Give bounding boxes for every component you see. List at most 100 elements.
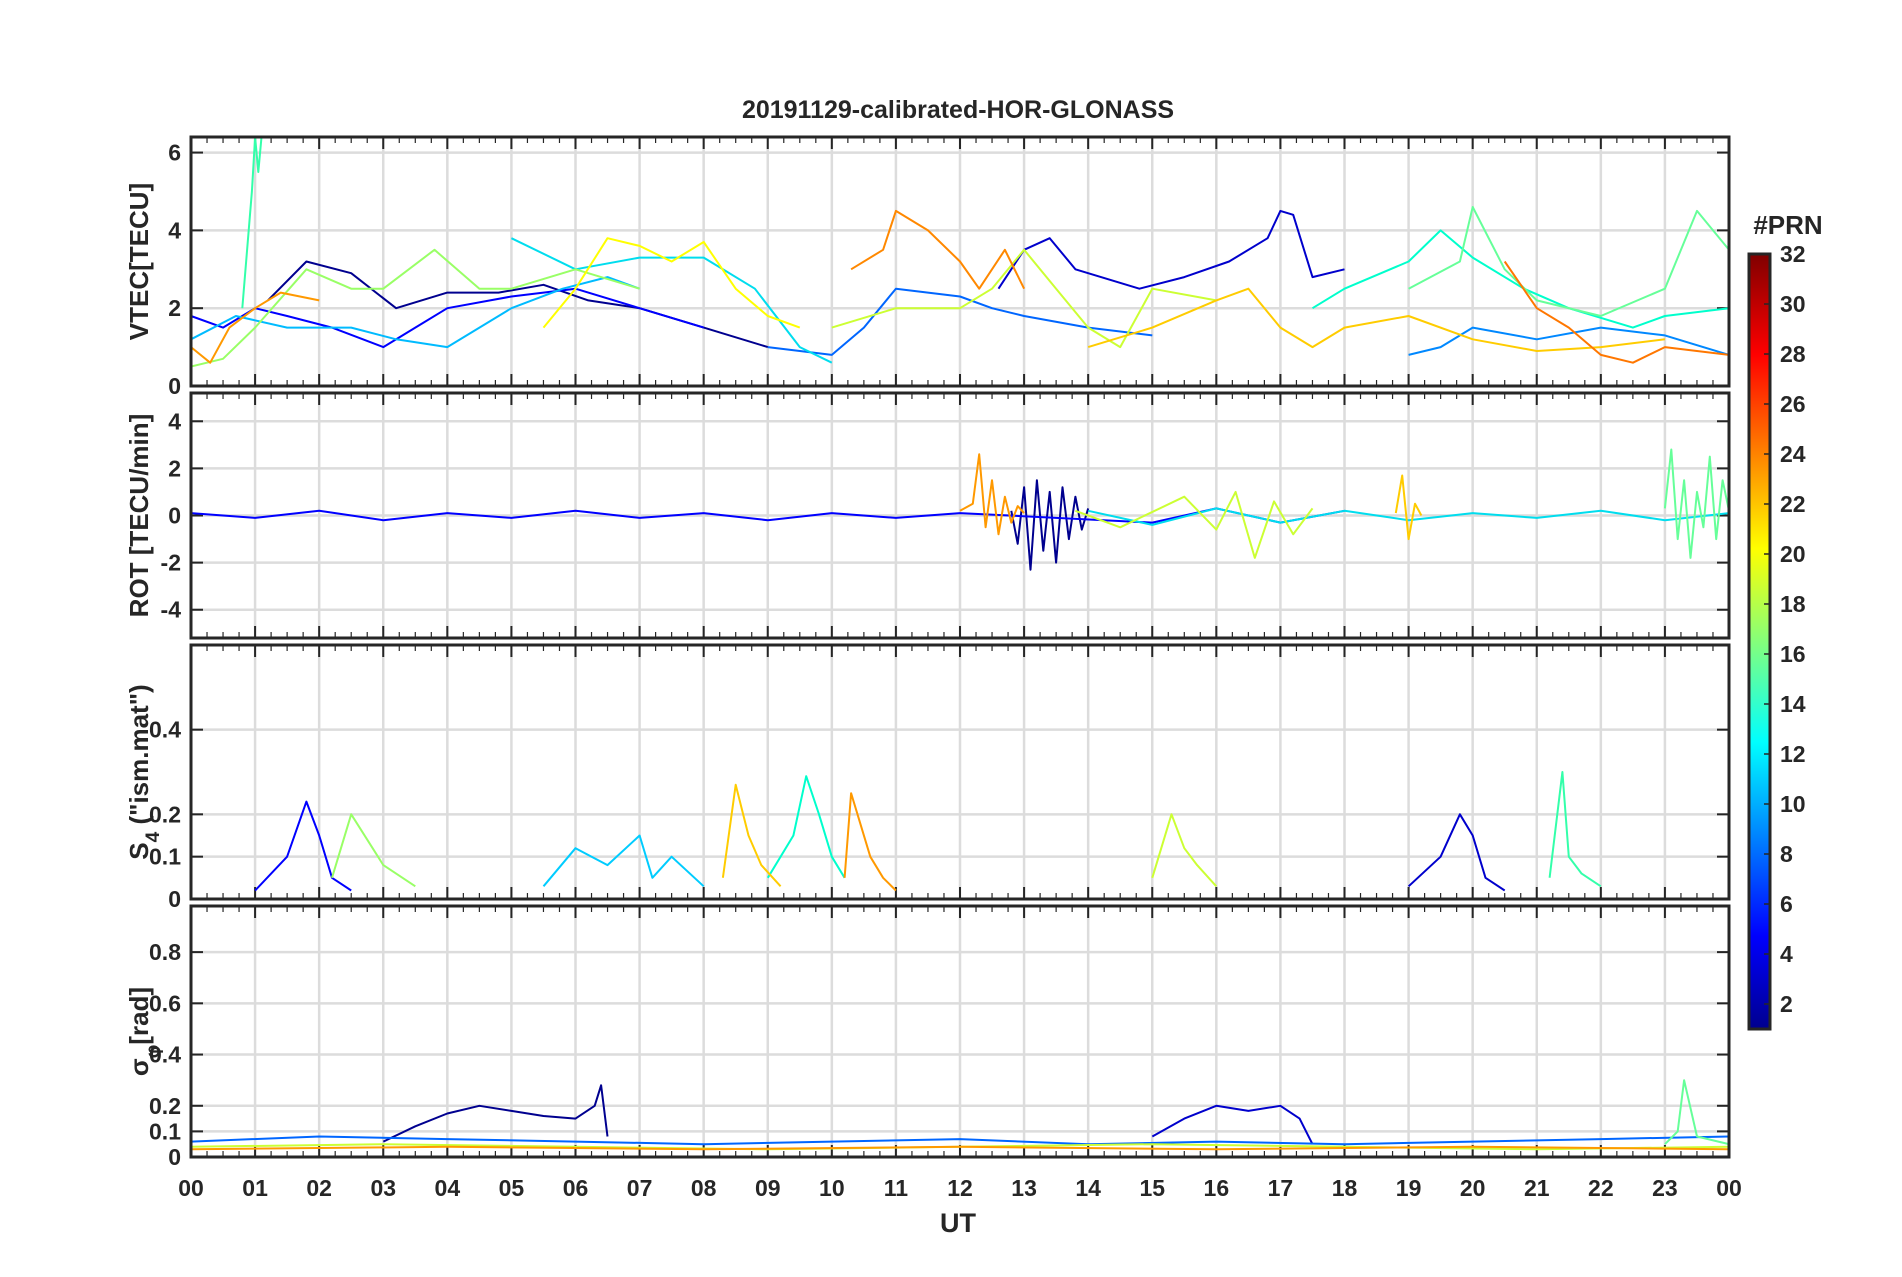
series-line bbox=[850, 209, 1025, 290]
series-line bbox=[1151, 813, 1218, 887]
x-tick-labels: 00 01 02 03 04 05 06 07 08 09 10 11 12 13 14 15 16 17 18 19… bbox=[178, 1175, 1742, 1201]
series-group bbox=[191, 137, 1729, 368]
series-line bbox=[191, 1145, 1729, 1151]
axes-frame bbox=[189, 904, 1731, 1159]
x-tick-label: 23 bbox=[1652, 1175, 1678, 1201]
series-line bbox=[241, 137, 263, 309]
series-group bbox=[191, 448, 1729, 571]
colorbar-tick-label: 6 bbox=[1780, 891, 1793, 917]
series-line bbox=[191, 1135, 1729, 1146]
x-tick-label: 04 bbox=[435, 1175, 461, 1201]
panel-s4: 0 0.1 0.2 0.4S4 ("ism.mat") bbox=[124, 643, 1731, 912]
x-axis-label: UT bbox=[940, 1208, 976, 1238]
colorbar-tick-label: 26 bbox=[1780, 391, 1806, 417]
y-axis-label: ROT [TECU/min] bbox=[124, 414, 154, 618]
series-line bbox=[1663, 448, 1729, 559]
x-tick-label: 12 bbox=[947, 1175, 973, 1201]
colorbar-tick-label: 2 bbox=[1780, 991, 1793, 1017]
colorbar-tick-label: 28 bbox=[1780, 341, 1806, 367]
x-tick-label: 17 bbox=[1268, 1175, 1294, 1201]
colorbar-tick-label: 16 bbox=[1780, 641, 1806, 667]
x-tick-label: 19 bbox=[1396, 1175, 1422, 1201]
series-line bbox=[542, 834, 705, 888]
colorbar-tick-label: 24 bbox=[1780, 441, 1806, 467]
series-line bbox=[1408, 206, 1729, 317]
y-tick-label: 0.6 bbox=[149, 990, 181, 1016]
x-tick-label: 11 bbox=[884, 1175, 909, 1201]
x-tick-label: 01 bbox=[242, 1175, 268, 1201]
axes-frame bbox=[189, 391, 1731, 640]
series-line bbox=[1664, 1079, 1729, 1146]
series-line bbox=[1151, 1104, 1314, 1145]
y-tick-label: 6 bbox=[168, 140, 181, 166]
series-line bbox=[191, 291, 320, 364]
series-line bbox=[331, 813, 416, 888]
panel-rot: -4 -2 0 2 4 ROT [TECU/min] bbox=[124, 391, 1731, 640]
x-tick-label: 00 bbox=[178, 1175, 204, 1201]
y-tick-label: 0 bbox=[168, 1144, 181, 1170]
colorbar-tick-label: 14 bbox=[1780, 691, 1806, 717]
x-tick-label: 03 bbox=[370, 1175, 396, 1201]
series-line bbox=[254, 800, 352, 892]
series-line bbox=[959, 453, 1025, 536]
x-tick-label: 21 bbox=[1524, 1175, 1550, 1201]
y-tick-label: 4 bbox=[168, 408, 181, 434]
series-line bbox=[767, 287, 1153, 356]
series-line bbox=[721, 783, 782, 887]
series-line bbox=[843, 792, 897, 892]
x-tick-label: 15 bbox=[1139, 1175, 1165, 1201]
series-line bbox=[1394, 474, 1423, 541]
colorbar-tick-label: 4 bbox=[1780, 941, 1793, 967]
colorbar-gradient bbox=[1747, 252, 1772, 1031]
y-tick-label: 0.4 bbox=[149, 1042, 181, 1068]
series-line bbox=[1087, 287, 1666, 352]
x-tick-label: 20 bbox=[1460, 1175, 1486, 1201]
y-tick-label: 0.1 bbox=[149, 1118, 181, 1144]
y-axis-label: VTEC[TECU] bbox=[124, 183, 154, 340]
x-tick-label: 06 bbox=[563, 1175, 589, 1201]
series-line bbox=[831, 248, 1217, 349]
series-line bbox=[542, 237, 801, 329]
series-line bbox=[1548, 771, 1602, 888]
series-line bbox=[191, 248, 640, 368]
y-tick-label: 0 bbox=[168, 503, 181, 529]
x-tick-label: 00 bbox=[1716, 1175, 1742, 1201]
series-line bbox=[1075, 490, 1314, 559]
x-tick-label: 14 bbox=[1075, 1175, 1101, 1201]
y-tick-label: 2 bbox=[168, 295, 181, 321]
x-tick-label: 02 bbox=[306, 1175, 332, 1201]
x-tick-label: 13 bbox=[1011, 1175, 1037, 1201]
colorbar-tick-label: 12 bbox=[1780, 741, 1806, 767]
series-line bbox=[382, 1084, 609, 1143]
colorbar-title: #PRN bbox=[1753, 210, 1822, 240]
x-tick-label: 09 bbox=[755, 1175, 781, 1201]
y-tick-label: 4 bbox=[168, 217, 181, 243]
y-axis-label: S4 ("ism.mat") bbox=[124, 684, 164, 859]
y-tick-label: 2 bbox=[168, 455, 181, 481]
series-group bbox=[191, 1079, 1729, 1151]
axes-frame bbox=[189, 643, 1731, 901]
x-tick-label: 16 bbox=[1204, 1175, 1230, 1201]
series-line bbox=[191, 507, 1345, 524]
series-line bbox=[1087, 507, 1729, 526]
chart-title: 20191129-calibrated-HOR-GLONASS bbox=[742, 96, 1174, 124]
series-line bbox=[1010, 479, 1090, 571]
colorbar-tick-label: 22 bbox=[1780, 491, 1806, 517]
series-line bbox=[1408, 326, 1729, 356]
series-line bbox=[1503, 260, 1729, 364]
y-tick-label: 0.8 bbox=[149, 939, 181, 965]
series-line bbox=[766, 775, 846, 879]
x-tick-label: 22 bbox=[1588, 1175, 1614, 1201]
x-tick-label: 10 bbox=[819, 1175, 845, 1201]
series-line bbox=[997, 209, 1345, 290]
series-line bbox=[1311, 229, 1729, 329]
y-tick-label: 0 bbox=[168, 886, 181, 912]
y-tick-label: 0.2 bbox=[149, 1093, 181, 1119]
x-tick-label: 18 bbox=[1332, 1175, 1358, 1201]
x-tick-label: 05 bbox=[499, 1175, 525, 1201]
y-tick-label: 0.2 bbox=[149, 801, 181, 827]
